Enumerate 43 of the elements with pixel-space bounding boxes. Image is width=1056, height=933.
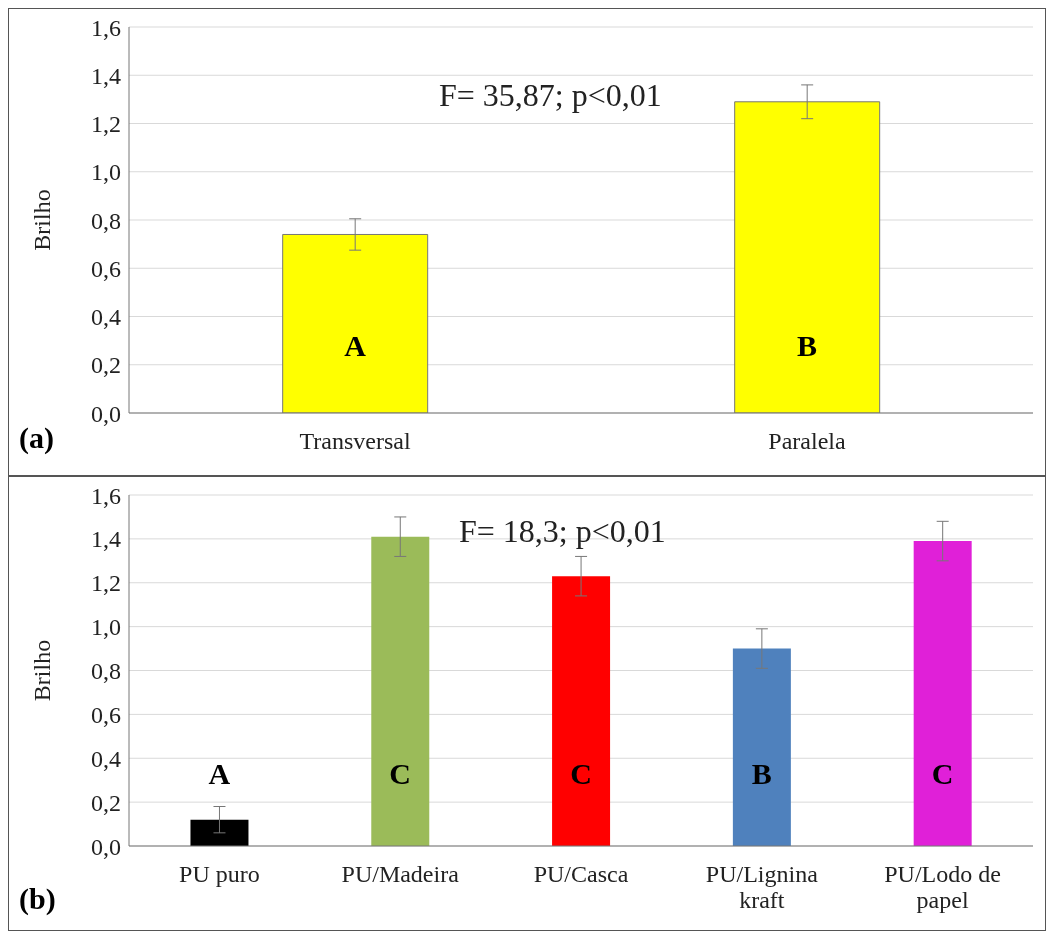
y-tick-label: 0,4	[91, 745, 121, 772]
y-axis-title: Brilho	[28, 639, 55, 702]
y-tick-label: 1,2	[91, 111, 121, 138]
y-tick-label: 0,0	[91, 833, 121, 860]
annotation: C	[570, 757, 592, 791]
y-tick-label: 0,8	[91, 658, 121, 685]
y-tick-label: 0,0	[91, 400, 121, 427]
y-tick-label: 0,2	[91, 352, 121, 379]
bar	[190, 819, 249, 846]
x-tick-label: Transversal	[299, 428, 411, 454]
x-tick-label: PU/Casca	[533, 861, 629, 887]
y-tick-label: 0,6	[91, 701, 121, 728]
x-tick-label: PU/Lodo de papel	[884, 861, 1001, 913]
y-axis-title: Brilho	[28, 189, 55, 251]
annotation: B	[751, 757, 772, 791]
annotation: F= 18,3; p<0,01	[459, 513, 666, 550]
annotation: F= 35,87; p<0,01	[439, 77, 662, 114]
annotation: C	[931, 757, 954, 791]
y-tick-label: 1,2	[91, 570, 121, 597]
bar	[732, 648, 791, 846]
y-tick-label: 0,2	[91, 789, 121, 816]
y-tick-label: 0,6	[91, 255, 121, 282]
x-tick-label: PU puro	[179, 861, 260, 887]
y-tick-label: 0,4	[91, 304, 121, 331]
y-tick-label: 1,0	[91, 614, 121, 641]
text: (a)	[19, 421, 54, 455]
y-tick-label: 1,4	[91, 526, 121, 553]
y-tick-label: 1,4	[91, 62, 121, 89]
annotation: B	[796, 329, 818, 363]
y-tick-label: 1,0	[91, 159, 121, 186]
y-tick-label: 1,6	[91, 14, 121, 41]
text: (b)	[19, 882, 56, 916]
annotation: A	[208, 757, 231, 791]
y-tick-label: 0,8	[91, 207, 121, 234]
bar	[552, 576, 611, 846]
bar	[371, 536, 430, 846]
x-tick-label: PU/Lignina kraft	[705, 861, 819, 913]
y-tick-label: 1,6	[91, 482, 121, 509]
bar	[913, 541, 972, 846]
annotation: A	[344, 329, 367, 363]
x-tick-label: Paralela	[768, 428, 846, 454]
annotation: C	[389, 757, 412, 791]
x-tick-label: PU/Madeira	[341, 861, 460, 887]
